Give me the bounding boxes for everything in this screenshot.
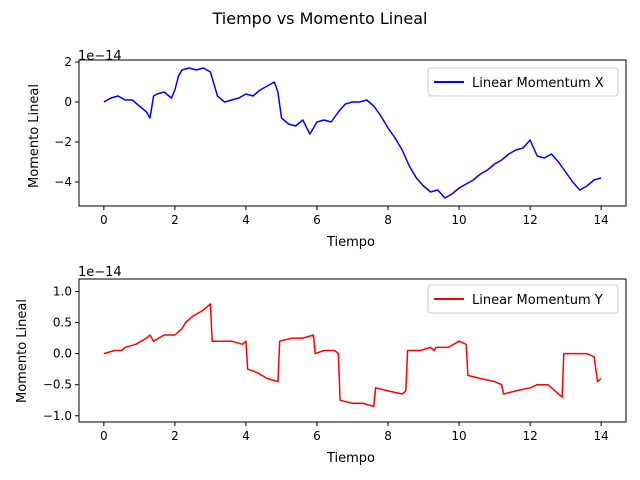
series-line-momentum-x xyxy=(103,67,602,199)
x-tick-label: 6 xyxy=(313,213,321,227)
figure-title: Tiempo vs Momento Lineal xyxy=(212,9,428,28)
subplot-momentum-x: 1e−14 Momento Lineal Tiempo 0 2 4 6 8 10 12 14 2… xyxy=(27,49,627,250)
x-tick-label: 6 xyxy=(313,429,321,443)
x-tick-label: 4 xyxy=(242,429,250,443)
series-layer xyxy=(103,67,602,199)
y-tick-label: −2 xyxy=(54,135,72,149)
x-tick-label: 10 xyxy=(451,213,466,227)
y-tick-label: −0.5 xyxy=(43,378,72,392)
y-tick-label: 0 xyxy=(64,95,72,109)
x-tick-label: 2 xyxy=(171,213,179,227)
y-tick-label: −4 xyxy=(54,175,72,189)
legend-label-x: Linear Momentum X xyxy=(472,76,604,91)
legend: Linear Momentum Y xyxy=(427,284,619,314)
x-tick-label: 0 xyxy=(100,429,108,443)
x-tick-label: 14 xyxy=(593,213,608,227)
x-tick-label: 10 xyxy=(451,429,466,443)
legend-label-y: Linear Momentum Y xyxy=(472,293,603,308)
legend-box xyxy=(427,67,619,97)
y-tick-label: 2 xyxy=(64,55,72,69)
x-tick-label: 2 xyxy=(171,429,179,443)
legend: Linear Momentum X xyxy=(427,67,619,97)
y-axis-label: Momento Lineal xyxy=(27,84,42,188)
x-tick-label: 0 xyxy=(100,213,108,227)
offset-text: 1e−14 xyxy=(78,265,122,280)
x-tick-label: 14 xyxy=(593,429,608,443)
y-tick-label: −1.0 xyxy=(43,409,72,423)
x-tick-label: 4 xyxy=(242,213,250,227)
offset-text: 1e−14 xyxy=(78,49,122,64)
x-tick-label: 12 xyxy=(522,213,537,227)
x-tick-label: 8 xyxy=(384,213,392,227)
x-tick-label: 8 xyxy=(384,429,392,443)
series-line-momentum-y xyxy=(103,303,602,408)
tick-layer: 0 2 4 6 8 10 12 14 2 0 −2 −4 xyxy=(54,55,608,227)
subplot-momentum-y: 1e−14 Momento Lineal Tiempo 0 2 4 6 8 10 12 14 1… xyxy=(15,265,627,466)
y-tick-label: 0.5 xyxy=(53,316,72,330)
y-axis-label: Momento Lineal xyxy=(15,299,30,403)
x-axis-label: Tiempo xyxy=(326,451,375,466)
y-tick-label: 0.0 xyxy=(53,347,72,361)
y-tick-label: 1.0 xyxy=(53,284,72,298)
tick-layer: 0 2 4 6 8 10 12 14 1.0 0.5 0.0 −0.5 −1.0 xyxy=(43,284,609,443)
x-axis-label: Tiempo xyxy=(326,235,375,250)
legend-box xyxy=(427,284,619,314)
x-tick-label: 12 xyxy=(522,429,537,443)
plot-frame xyxy=(78,59,627,207)
plot-frame xyxy=(78,278,627,423)
series-layer xyxy=(103,303,602,408)
